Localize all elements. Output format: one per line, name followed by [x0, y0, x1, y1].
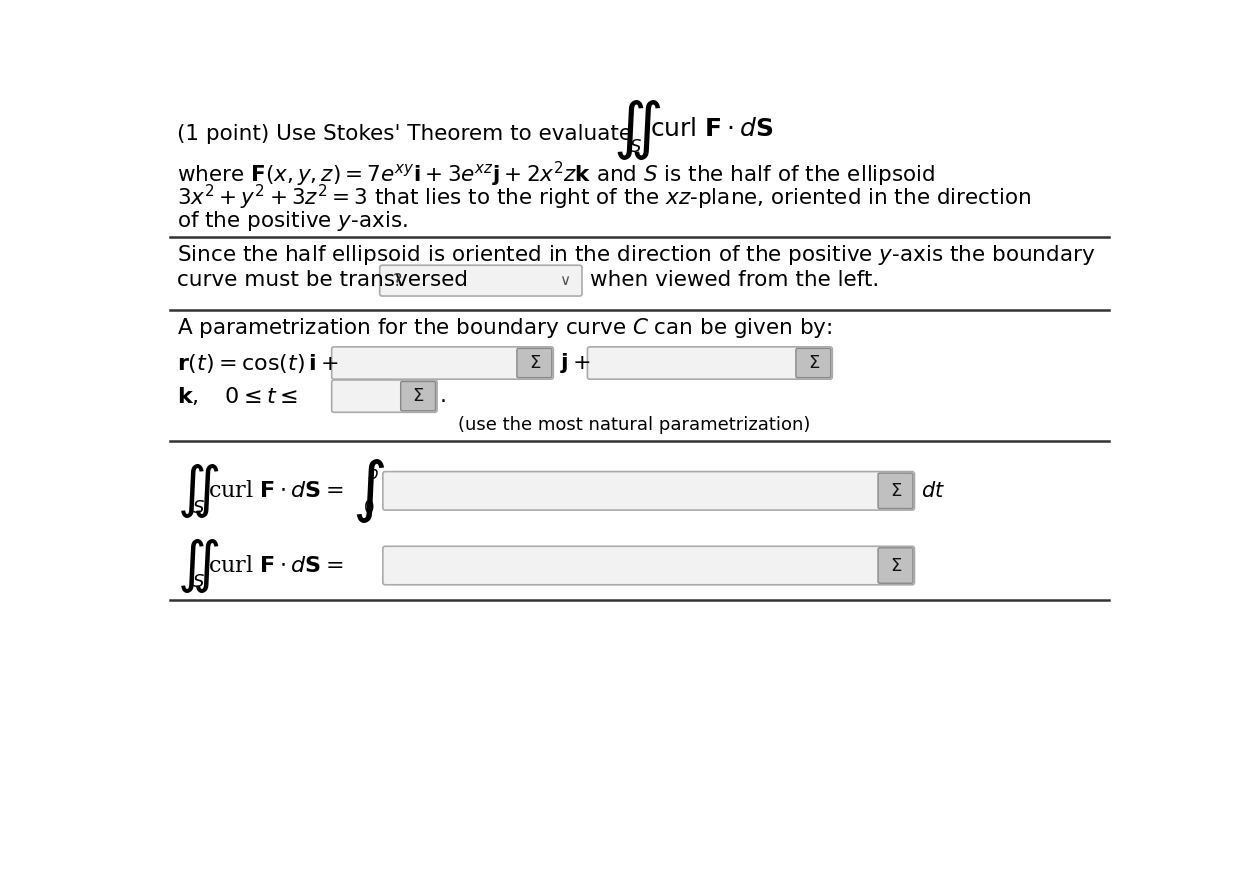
Text: curve must be transversed: curve must be transversed [177, 270, 468, 290]
Text: $\mathbf{j} +$: $\mathbf{j} +$ [561, 351, 592, 375]
Text: $\iint$: $\iint$ [177, 536, 219, 594]
Text: .: . [440, 386, 446, 406]
Text: (1 point) Use Stokes' Theorem to evaluate: (1 point) Use Stokes' Theorem to evaluat… [177, 124, 633, 145]
Text: $\mathbf{k},\quad 0 \leq t \leq$: $\mathbf{k},\quad 0 \leq t \leq$ [177, 385, 298, 407]
FancyBboxPatch shape [878, 473, 913, 509]
Text: $\int$: $\int$ [351, 457, 385, 525]
FancyBboxPatch shape [383, 472, 915, 510]
Text: $\iint$: $\iint$ [177, 462, 219, 519]
Text: ∨: ∨ [558, 273, 569, 288]
Text: where $\mathbf{F}(x, y, z) = 7e^{xy}\mathbf{i} + 3e^{xz}\mathbf{j} + 2x^2z\mathb: where $\mathbf{F}(x, y, z) = 7e^{xy}\mat… [177, 160, 936, 189]
FancyBboxPatch shape [383, 546, 915, 585]
FancyBboxPatch shape [517, 348, 552, 377]
Text: $\mathbf{r}(t) = \cos(t)\,\mathbf{i} +$: $\mathbf{r}(t) = \cos(t)\,\mathbf{i} +$ [177, 352, 339, 375]
Text: $\iint$: $\iint$ [613, 99, 662, 162]
Text: A parametrization for the boundary curve $C$ can be given by:: A parametrization for the boundary curve… [177, 316, 832, 340]
Text: $0$: $0$ [364, 499, 375, 517]
Text: $\Sigma$: $\Sigma$ [528, 354, 541, 372]
FancyBboxPatch shape [796, 348, 831, 377]
Text: $S$: $S$ [192, 573, 206, 592]
Text: when viewed from the left.: when viewed from the left. [589, 270, 878, 290]
Text: $\Sigma$: $\Sigma$ [890, 557, 902, 574]
FancyBboxPatch shape [587, 347, 832, 379]
Text: curl $\mathbf{F} \cdot d\mathbf{S} =$: curl $\mathbf{F} \cdot d\mathbf{S} =$ [208, 555, 344, 577]
FancyBboxPatch shape [380, 265, 582, 296]
Text: $\Sigma$: $\Sigma$ [412, 387, 425, 405]
Text: Since the half ellipsoid is oriented in the direction of the positive $y$-axis t: Since the half ellipsoid is oriented in … [177, 243, 1095, 267]
FancyBboxPatch shape [401, 382, 436, 411]
Text: $\Sigma$: $\Sigma$ [807, 354, 820, 372]
FancyBboxPatch shape [878, 548, 913, 583]
Text: ?: ? [392, 272, 402, 289]
Text: $3x^2 + y^2 + 3z^2 = 3$ that lies to the right of the $xz$-plane, oriented in th: $3x^2 + y^2 + 3z^2 = 3$ that lies to the… [177, 183, 1032, 212]
Text: curl $\mathbf{F} \cdot d\mathbf{S}$: curl $\mathbf{F} \cdot d\mathbf{S}$ [650, 117, 774, 141]
Text: $b$: $b$ [366, 465, 379, 483]
Text: of the positive $y$-axis.: of the positive $y$-axis. [177, 208, 409, 233]
Text: (use the most natural parametrization): (use the most natural parametrization) [459, 416, 810, 435]
Text: $S$: $S$ [192, 499, 206, 517]
Text: $dt$: $dt$ [922, 481, 946, 501]
Text: curl $\mathbf{F} \cdot d\mathbf{S} =$: curl $\mathbf{F} \cdot d\mathbf{S} =$ [208, 480, 344, 502]
FancyBboxPatch shape [331, 347, 553, 379]
FancyBboxPatch shape [331, 380, 437, 412]
Text: $\Sigma$: $\Sigma$ [890, 482, 902, 500]
Text: $S$: $S$ [629, 138, 642, 156]
